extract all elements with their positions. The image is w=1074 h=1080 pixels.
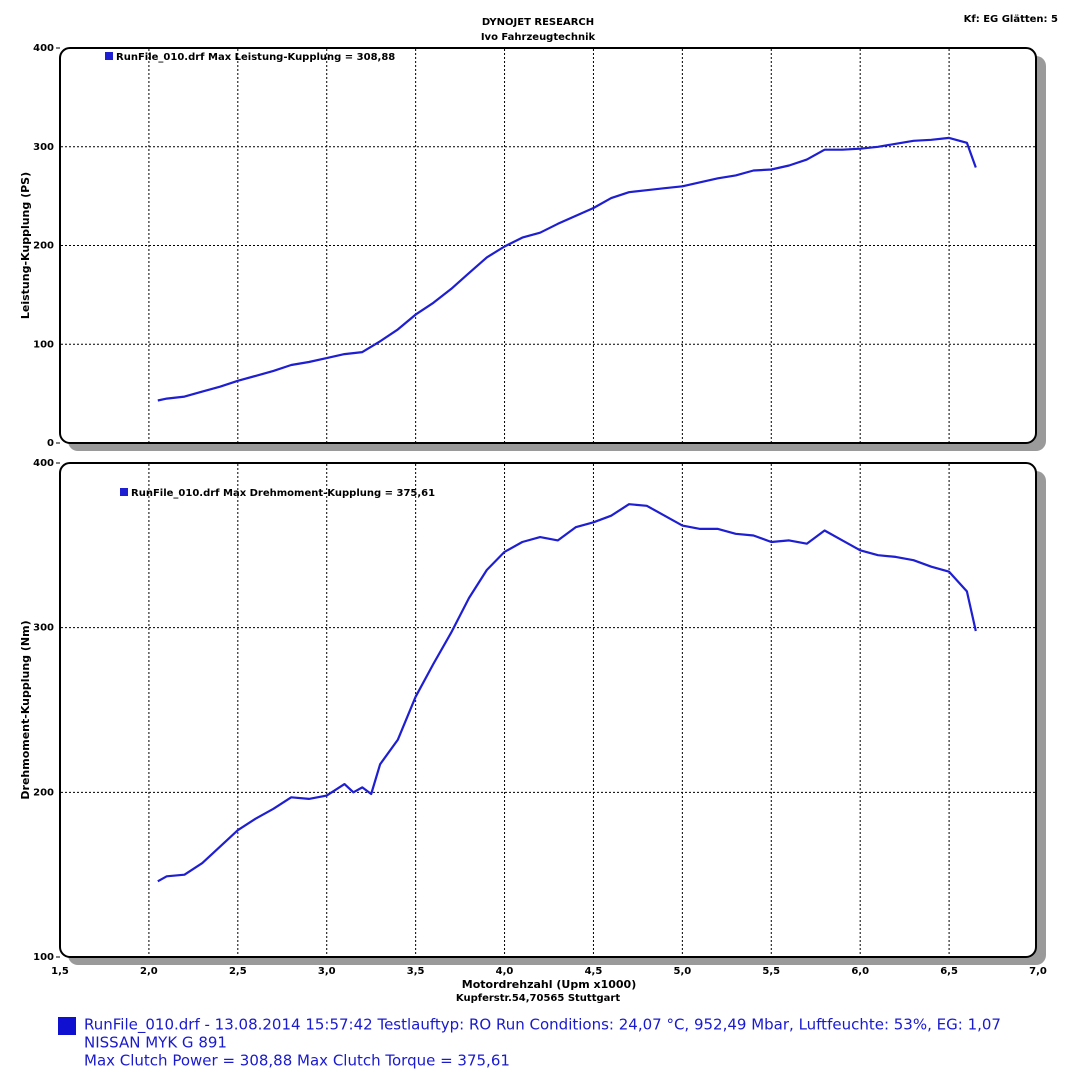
y-tick-label: 100 [33, 952, 54, 963]
y-tick-label: 300 [33, 623, 54, 634]
x-tick-label: 2,5 [229, 966, 247, 977]
legend-label: RunFile_010.drf Max Leistung-Kupplung = … [116, 52, 395, 63]
y-tick-label: 200 [33, 787, 54, 798]
x-tick-label: 2,0 [140, 966, 158, 977]
address: Kupferstr.54,70565 Stuttgart [456, 993, 620, 1004]
x-axis-label: Motordrehzahl (Upm x1000) [462, 978, 636, 991]
x-tick-label: 5,0 [674, 966, 692, 977]
legend-marker [120, 488, 128, 496]
y-axis-label: Leistung-Kupplung (PS) [19, 172, 32, 319]
footer-line: Max Clutch Power = 308,88 Max Clutch Tor… [84, 1052, 510, 1070]
footer-marker [58, 1017, 76, 1035]
panel [59, 47, 1037, 444]
x-tick-label: 6,5 [940, 966, 958, 977]
subtitle: Ivo Fahrzeugtechnik [481, 32, 596, 43]
x-tick-label: 4,5 [585, 966, 603, 977]
y-tick-label: 400 [33, 43, 54, 54]
y-tick-label: 300 [33, 142, 54, 153]
y-tick-label: 200 [33, 241, 54, 252]
x-tick-label: 5,5 [762, 966, 780, 977]
title: DYNOJET RESEARCH [482, 17, 594, 28]
legend-marker [105, 52, 113, 60]
x-tick-label: 3,5 [407, 966, 425, 977]
y-tick-label: 400 [33, 458, 54, 469]
x-tick-label: 1,5 [51, 966, 69, 977]
y-tick-label: 100 [33, 339, 54, 350]
x-tick-label: 4,0 [496, 966, 514, 977]
settings: Kf: EG Glätten: 5 [964, 14, 1058, 25]
footer-line: RunFile_010.drf - 13.08.2014 15:57:42 Te… [84, 1016, 1001, 1035]
data-line [157, 136, 977, 402]
x-tick-label: 6,0 [851, 966, 869, 977]
x-tick-label: 7,0 [1029, 966, 1047, 977]
footer-line: NISSAN MYK G 891 [84, 1034, 227, 1052]
x-tick-label: 3,0 [318, 966, 336, 977]
data-line [157, 503, 977, 883]
y-tick-label: 0 [47, 438, 54, 449]
legend-label: RunFile_010.drf Max Drehmoment-Kupplung … [131, 488, 435, 499]
y-axis-label: Drehmoment-Kupplung (Nm) [19, 620, 32, 799]
panel [59, 462, 1037, 958]
